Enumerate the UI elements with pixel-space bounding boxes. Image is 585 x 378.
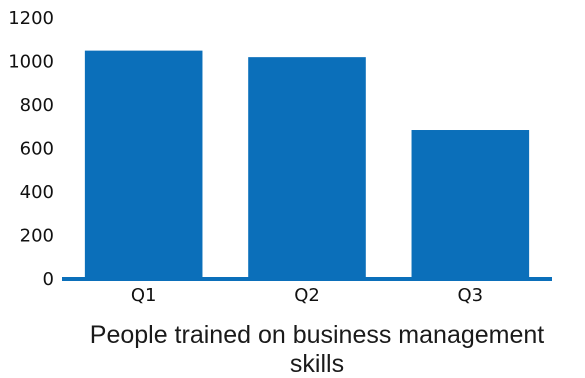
y-tick-label: 0 xyxy=(43,269,54,290)
x-tick-label: Q3 xyxy=(458,285,484,306)
x-tick-label: Q1 xyxy=(131,285,157,306)
bars xyxy=(84,50,530,280)
bar-q2 xyxy=(248,57,366,280)
y-tick-label: 1000 xyxy=(8,52,54,73)
chart-title-line-2: skills xyxy=(290,350,344,378)
bar-q3 xyxy=(411,130,530,279)
y-tick-label: 200 xyxy=(20,226,54,247)
x-axis-ticks: Q1 Q2 Q3 xyxy=(131,285,483,306)
y-tick-label: 1200 xyxy=(8,8,54,29)
bar-q1 xyxy=(84,50,203,279)
y-axis-ticks: 0 200 400 600 800 1000 1200 xyxy=(8,8,54,290)
chart-title-line-1: People trained on business management xyxy=(90,321,545,349)
y-tick-label: 800 xyxy=(20,95,54,116)
y-tick-label: 400 xyxy=(20,182,54,203)
x-tick-label: Q2 xyxy=(294,285,320,306)
y-tick-label: 600 xyxy=(20,139,54,160)
